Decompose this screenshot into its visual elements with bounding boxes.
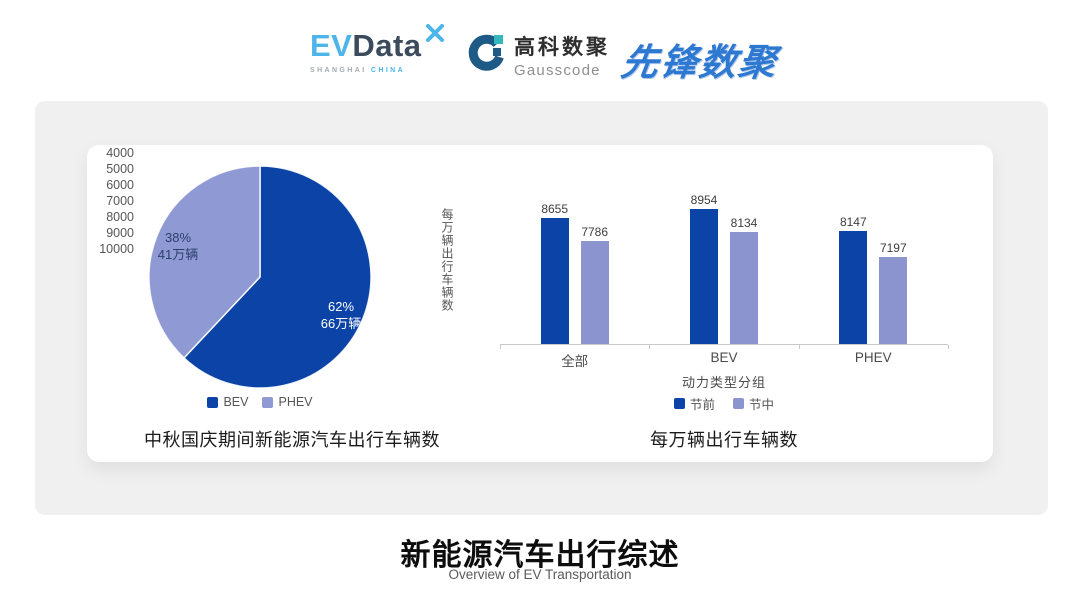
y-tick-label: 10000 — [99, 242, 134, 256]
legend-swatch — [673, 398, 685, 409]
bar-series1-cat0 — [580, 241, 609, 344]
bar-chart-title: 每万辆出行车辆数 — [650, 430, 798, 450]
evdata-city-text: SHANGHAI — [310, 67, 367, 74]
bar-series0-cat0 — [540, 217, 569, 344]
legend-swatch — [262, 396, 274, 408]
y-tick-label: 7000 — [106, 194, 134, 208]
legend-label: 节前 — [689, 398, 715, 412]
x-axis-tick — [649, 345, 651, 349]
pie-slice-phev — [148, 165, 261, 359]
legend-item-PHEV: PHEV — [262, 395, 313, 409]
pie-chart-title: 中秋国庆期间新能源汽车出行车辆数 — [144, 430, 440, 450]
x-axis-tick — [798, 345, 800, 349]
category-label-1: BEV — [710, 350, 738, 365]
legend-item-节中: 节中 — [733, 394, 774, 413]
bar-y-ticks: 4000 5000 6000 7000 8000 9000 10000 — [87, 145, 134, 257]
evdata-logo: EV Data SHANGHAI CHINA — [310, 24, 446, 74]
pie-phev-pct-text: 38% — [164, 230, 192, 245]
evdata-subtitle: SHANGHAI CHINA — [310, 67, 446, 74]
pie-slice-bev — [182, 165, 372, 389]
pinwheel-icon — [425, 24, 444, 42]
x-axis-tick — [948, 345, 949, 349]
legend-swatch — [207, 396, 219, 408]
legend-item-节前: 节前 — [673, 394, 715, 413]
pie-legend: BEV PHEV — [87, 395, 433, 409]
pie-chart — [148, 165, 372, 389]
page-title: 新能源汽车出行综述 — [400, 539, 680, 572]
category-label-2: PHEV — [854, 350, 892, 365]
y-tick-label: 4000 — [106, 146, 134, 160]
gausscode-logo: 高科数聚 Gausscode — [467, 31, 610, 79]
bar-value-label: 8954 — [690, 193, 718, 208]
bar-legend: 节前 节中 — [500, 394, 948, 413]
evdata-data-text: Data — [352, 28, 422, 63]
gausscode-cn-text: 高科数聚 — [514, 36, 610, 59]
page-subtitle: Overview of EV Transportation — [448, 567, 632, 582]
bar-series1-cat2 — [879, 257, 908, 344]
x-axis-tick — [500, 345, 501, 349]
bar-plot-area: 8655 7786 8954 8134 8147 7197 — [500, 182, 949, 349]
pie-label-phev: 38% 41万辆 — [118, 229, 238, 263]
gausscode-mark-icon — [468, 34, 504, 71]
category-label-0: 全部 — [561, 354, 589, 369]
pie-phev-count-text: 41万辆 — [157, 247, 199, 262]
evdata-country-text: CHINA — [370, 67, 406, 74]
pie-label-bev: 62% 66万辆 — [281, 298, 401, 332]
evdata-ev-text: EV — [310, 28, 353, 63]
gausscode-en-text: Gausscode — [514, 62, 601, 79]
pie-bev-pct-text: 62% — [327, 299, 355, 314]
gausscode-text: 高科数聚 Gausscode — [514, 31, 610, 79]
y-tick-label: 9000 — [106, 226, 134, 240]
charts-card: 38% 41万辆 62% 66万辆 BEV PHEV 中秋国庆期间新能源汽车出行车… — [87, 145, 993, 462]
legend-swatch — [733, 398, 744, 409]
legend-label: 节中 — [749, 398, 775, 412]
legend-label: PHEV — [278, 395, 313, 409]
legend-label: BEV — [223, 395, 249, 409]
bar-series1-cat1 — [730, 231, 758, 344]
bar-series0-cat2 — [839, 231, 868, 344]
bar-series0-cat1 — [690, 209, 718, 344]
bar-y-axis-title: 每万辆出行车辆数 — [440, 208, 454, 312]
legend-item-BEV: BEV — [207, 395, 248, 409]
bar-value-label: 7786 — [581, 225, 609, 240]
xianfeng-logo: 先锋数聚 — [618, 42, 781, 83]
y-tick-label: 6000 — [106, 178, 134, 192]
charts-panel: 38% 41万辆 62% 66万辆 BEV PHEV 中秋国庆期间新能源汽车出行车… — [35, 101, 1048, 515]
y-tick-label: 8000 — [106, 210, 134, 224]
bar-value-label: 7197 — [879, 241, 907, 256]
pie-bev-count-text: 66万辆 — [320, 316, 362, 331]
bar-value-label: 8655 — [541, 201, 569, 216]
bar-value-label: 8147 — [839, 215, 867, 230]
evdata-wordmark: EV Data — [310, 24, 446, 64]
bar-x-axis-title: 动力类型分组 — [681, 375, 766, 390]
y-tick-label: 5000 — [106, 162, 134, 176]
bar-value-label: 8134 — [730, 215, 758, 230]
